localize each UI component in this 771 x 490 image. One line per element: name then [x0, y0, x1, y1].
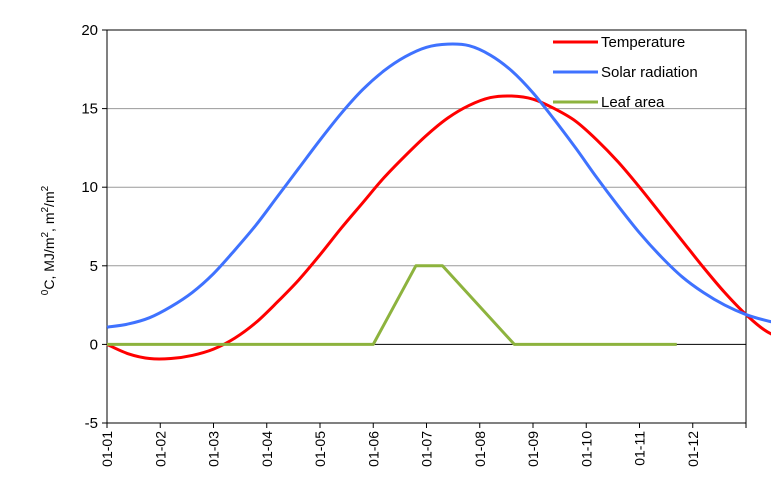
series-line-3 [107, 264, 677, 346]
series-line-1 [106, 94, 771, 361]
series [106, 42, 771, 361]
y-axis-label-part: , m [41, 213, 57, 232]
y-tick-label: 15 [81, 101, 98, 118]
y-tick-label: 5 [90, 258, 98, 275]
y-axis-label-part: 2 [40, 207, 51, 213]
x-tick-label: 01-06 [365, 431, 381, 467]
x-tick-label: 01-10 [578, 431, 594, 467]
y-axis-label: 0C, MJ/m2, m2/m2 [40, 185, 57, 295]
x-tick-label: 01-02 [152, 431, 168, 467]
x-tick-label: 01-04 [259, 431, 275, 467]
x-tick-label: 01-01 [99, 431, 115, 467]
y-tick-label: 0 [90, 336, 98, 353]
legend-label: Solar radiation [601, 64, 698, 81]
legend-label: Leaf area [601, 94, 665, 111]
y-tick-label: 20 [81, 22, 98, 39]
legend: Temperature Solar radiation Leaf area [553, 34, 698, 111]
y-axis-label-part: 2 [40, 232, 51, 238]
y-axis-label-part: 2 [40, 185, 51, 191]
x-tick-label: 01-12 [685, 431, 701, 467]
y-axis-label-part: 0 [40, 289, 51, 295]
x-tick-label: 01-11 [632, 431, 648, 466]
y-axis-label-part: C, MJ/m [41, 238, 57, 290]
x-tick-label: 01-08 [472, 431, 488, 467]
legend-label: Temperature [601, 34, 685, 51]
y-tick-label: 10 [81, 179, 98, 196]
y-axis-label-part: /m [41, 191, 57, 207]
x-tick-label: 01-07 [419, 431, 435, 467]
x-tick-label: 01-03 [206, 431, 222, 467]
x-tick-label: 01-05 [312, 431, 328, 467]
x-tick-label: 01-09 [525, 431, 541, 467]
y-tick-label: -5 [85, 415, 98, 432]
series-line-2 [106, 42, 771, 329]
